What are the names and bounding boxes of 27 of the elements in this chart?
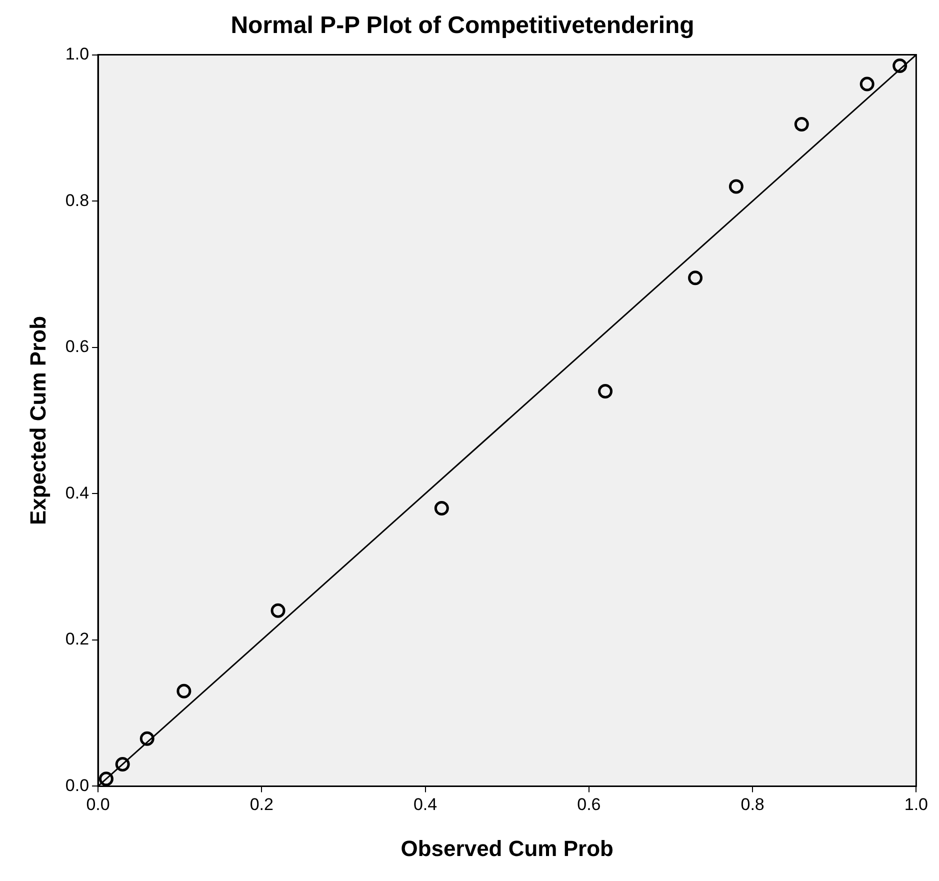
- point: [140, 731, 154, 746]
- x-tick-label: 0.2: [250, 795, 274, 814]
- point: [176, 684, 192, 698]
- point: [860, 76, 874, 92]
- y-tick-label: 0.6: [65, 337, 90, 356]
- y-axis-title: Expected Cum Prob: [25, 316, 50, 526]
- chart-title: Normal P-P Plot of Competitivetendering: [230, 12, 694, 40]
- x-axis-title: Observed Cum Prob: [400, 836, 614, 861]
- point: [688, 270, 703, 286]
- x-tick-label: 0.0: [86, 795, 110, 814]
- x-tick-label: 0.6: [577, 795, 601, 814]
- x-tick-label: 0.8: [740, 795, 764, 814]
- x-tick-label: 1.0: [904, 795, 928, 814]
- y-tick-label: 0.8: [65, 190, 90, 210]
- point: [98, 772, 114, 786]
- point: [115, 757, 130, 772]
- y-tick-label: 0.4: [65, 483, 90, 502]
- point: [794, 117, 809, 132]
- point: [434, 501, 449, 516]
- x-tick-label: 0.4: [413, 795, 438, 814]
- y-tick-label: 1.0: [65, 44, 90, 64]
- point: [598, 384, 613, 398]
- point: [892, 58, 908, 74]
- point: [728, 179, 744, 194]
- y-tick-label: 0.2: [65, 630, 90, 649]
- point: [270, 603, 286, 618]
- y-tick-label: 0.0: [65, 776, 90, 795]
